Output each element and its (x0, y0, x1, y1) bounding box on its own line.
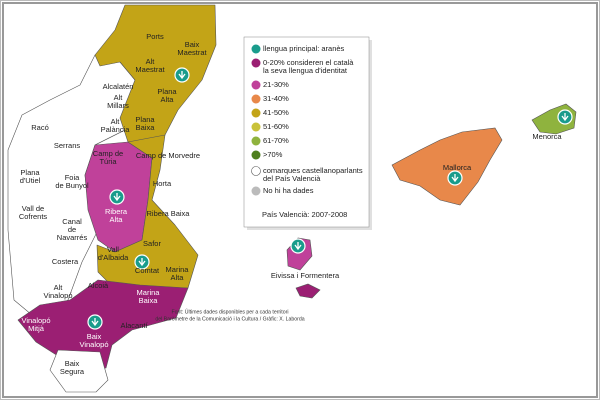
region-label: Foia (65, 173, 80, 182)
formentera (295, 283, 321, 299)
legend-label: 0-20% consideren el català (263, 58, 354, 67)
legend-swatch (251, 58, 261, 68)
legend-swatch (251, 150, 261, 160)
region-label: Alcalatén (103, 82, 134, 91)
region-label: d'Albaida (98, 253, 129, 262)
region-label: Alta (171, 273, 185, 282)
legend-label: del País Valencià (263, 174, 321, 183)
legend-label: 31-40% (263, 94, 289, 103)
region-label: Alt (54, 283, 64, 292)
region-label: Ports (146, 32, 164, 41)
source: Font: Últimes dades disponibles per a ca… (171, 308, 288, 315)
region-label: Baix (185, 40, 200, 49)
legend-swatch (251, 80, 261, 90)
legend-label: 61-70% (263, 136, 289, 145)
region-label: Baixa (136, 123, 156, 132)
region-label: Vall de (22, 204, 44, 213)
region-label: Costera (52, 257, 79, 266)
legend-swatch (251, 136, 261, 146)
island-label: Mallorca (443, 163, 472, 172)
region-label: Comtat (135, 266, 160, 275)
border (94, 129, 126, 146)
region-label: de (68, 225, 76, 234)
region-label: Segura (60, 367, 85, 376)
legend-label: llengua principal: aranès (263, 44, 345, 53)
region-label: Millars (107, 101, 129, 110)
region-label: de Bunyol (55, 181, 89, 190)
legend-box (243, 36, 370, 228)
region-white-south (49, 349, 109, 393)
region-label: Marina (166, 265, 190, 274)
region-label: Plana (20, 168, 40, 177)
valencia (7, 4, 217, 393)
island-label: Eivissa i Formentera (271, 271, 340, 280)
marker-arrow (451, 174, 459, 183)
region-label: Mitjà (28, 324, 45, 333)
region-label: Vinalopó (21, 316, 50, 325)
region-label: Maestrat (135, 65, 165, 74)
region-label: Alacantí (120, 321, 148, 330)
region-label: Maestrat (177, 48, 207, 57)
region-label: Alta (161, 95, 175, 104)
legend-footer: País Valencià: 2007-2008 (262, 210, 347, 219)
legend: llengua principal: aranès 0-20% considere… (251, 44, 363, 196)
legend-swatch (251, 166, 261, 176)
marker-arrow (294, 242, 302, 251)
legend-label: 21-30% (263, 80, 289, 89)
marker-arrow (561, 113, 569, 122)
region-label: Plana (135, 115, 155, 124)
region-label: Marina (137, 288, 161, 297)
region-label: Camp de (93, 149, 123, 158)
region-label: Camp de Morvedre (136, 151, 200, 160)
marker-arrow (138, 258, 146, 267)
legend-label: No hi ha dades (263, 186, 314, 195)
region-label: Plana (157, 87, 177, 96)
legend-swatch (251, 108, 261, 118)
legend-label: la seva llengua d'identitat (263, 66, 348, 75)
region-label: Ribera Baixa (147, 209, 191, 218)
region-label: Baixa (139, 296, 159, 305)
marker-arrow (113, 193, 121, 202)
region-label: Túria (99, 157, 117, 166)
region-label: Baix (65, 359, 80, 368)
region-label: Alcoià (88, 281, 109, 290)
region-label: Vall (107, 245, 119, 254)
island-label: Menorca (532, 132, 562, 141)
legend-label: 51-60% (263, 122, 289, 131)
region-label: Baix (87, 332, 102, 341)
legend-swatch (251, 44, 261, 54)
region-label: Safor (143, 239, 161, 248)
legend-swatch (251, 122, 261, 132)
region-label: Alta (110, 215, 124, 224)
region-label: Horta (153, 179, 172, 188)
legend-label: 41-50% (263, 108, 289, 117)
region-label: Vinalopó (79, 340, 108, 349)
region-label: Alt (114, 93, 124, 102)
region-label: Canal (62, 217, 82, 226)
legend-label: comarques castellanoparlants (263, 166, 363, 175)
legend-swatch (251, 186, 261, 196)
region-label: Palància (101, 125, 131, 134)
mallorca (391, 127, 503, 206)
legend-label: >70% (263, 150, 283, 159)
region-label: Serrans (54, 141, 81, 150)
region-label: Navarrés (57, 233, 88, 242)
region-label: Ribera (105, 207, 128, 216)
region-label: Cofrents (19, 212, 48, 221)
markers (87, 67, 573, 330)
region-label: Racó (31, 123, 49, 132)
region-label: Vinalopó (43, 291, 72, 300)
marker-arrow (91, 318, 99, 327)
legend-swatch (251, 94, 261, 104)
region-label: Alt (146, 57, 156, 66)
marker-arrow (178, 71, 186, 80)
region-label: d'Utiel (20, 176, 41, 185)
source: del Baròmetre de la Comunicació i la Cul… (155, 316, 304, 322)
region-label: Alt (111, 117, 121, 126)
